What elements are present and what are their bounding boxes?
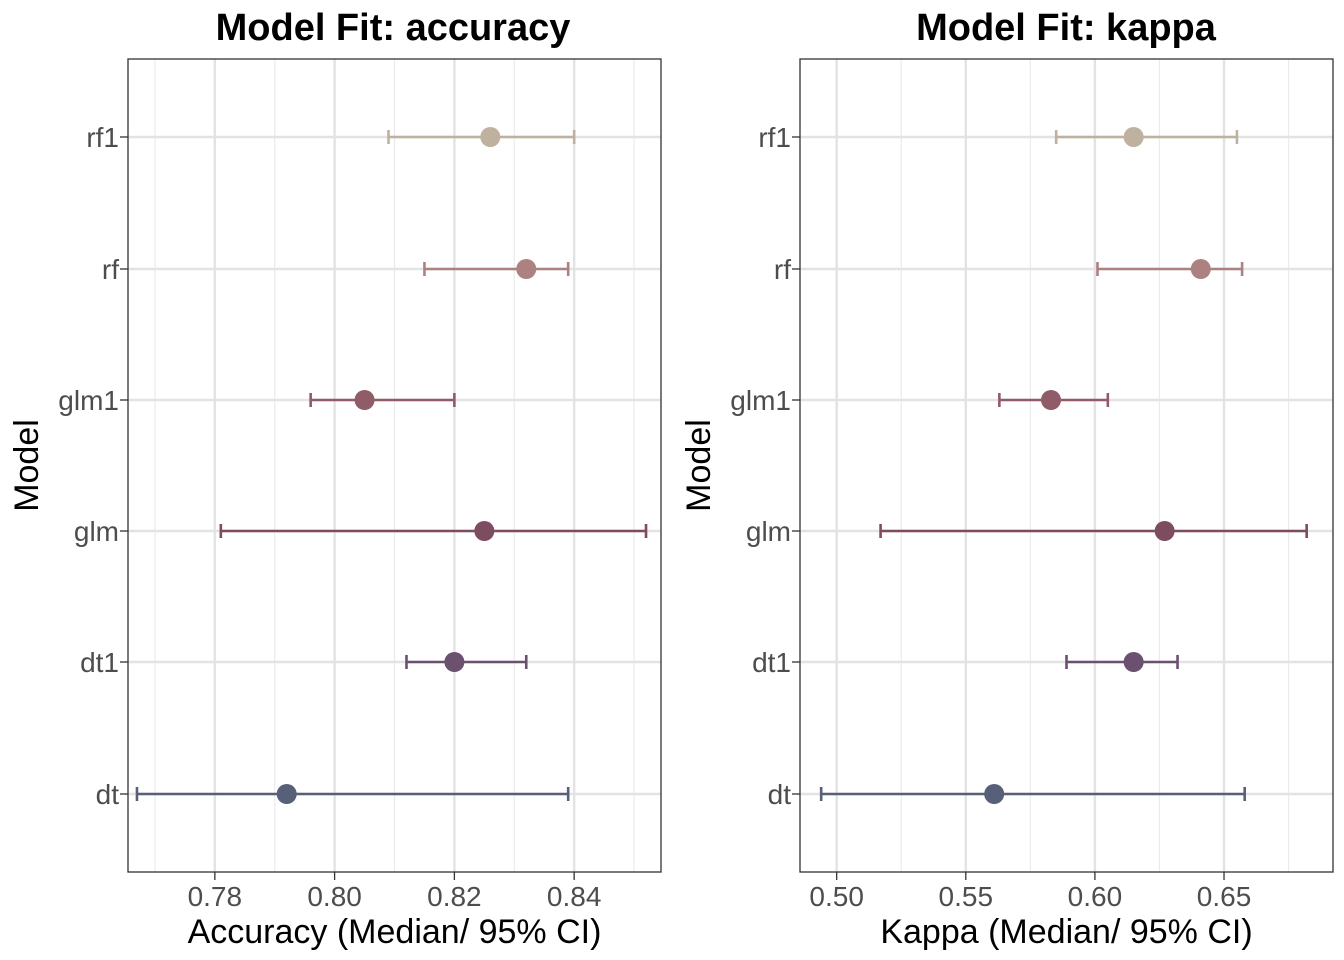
y-tick-label: rf1: [758, 122, 791, 153]
x-tick-label: 0.80: [307, 881, 362, 912]
series-dt: [135, 784, 570, 804]
chart-title: Model Fit: accuracy: [216, 7, 571, 49]
panel-border: [127, 58, 662, 873]
y-tick-label: dt1: [80, 647, 119, 678]
y-tick-label: glm: [746, 516, 791, 547]
series-dt1: [1065, 652, 1179, 672]
median-point: [1123, 652, 1144, 672]
series-glm1: [309, 390, 456, 410]
series-rf1: [1054, 127, 1239, 147]
median-point: [474, 521, 495, 541]
x-axis-label: Kappa (Median/ 95% CI): [880, 913, 1252, 951]
x-tick-label: 0.78: [188, 881, 243, 912]
median-point: [516, 259, 537, 279]
y-tick-label: rf1: [86, 122, 119, 153]
y-tick-label: rf: [102, 254, 119, 285]
series-glm: [219, 521, 648, 541]
median-point: [276, 784, 297, 804]
y-tick-label: rf: [774, 254, 791, 285]
y-tick-label: dt: [768, 779, 792, 810]
series-glm: [879, 521, 1308, 541]
y-tick-label: dt: [96, 779, 120, 810]
x-tick-label: 0.55: [939, 881, 994, 912]
median-point: [1190, 259, 1211, 279]
x-axis-label: Accuracy (Median/ 95% CI): [188, 913, 602, 951]
chart-panel-1: Model Fit: accuracy 0.78 0.80 0.82 0.84 rf1 rf…: [8, 7, 662, 951]
series-dt: [819, 784, 1246, 804]
series-rf: [423, 259, 570, 279]
y-tick-label: glm: [74, 516, 119, 547]
x-tick-label: 0.84: [547, 881, 602, 912]
median-point: [480, 127, 501, 147]
series-glm1: [998, 390, 1110, 410]
y-tick-label: dt1: [752, 647, 791, 678]
chart-title: Model Fit: kappa: [916, 7, 1217, 49]
series-rf1: [387, 127, 576, 147]
median-point: [354, 390, 375, 410]
median-point: [1123, 127, 1144, 147]
y-tick-label: glm1: [58, 385, 119, 416]
y-axis-label: Model: [8, 419, 46, 512]
median-point: [1041, 390, 1062, 410]
median-point: [1154, 521, 1175, 541]
x-tick-label: 0.65: [1197, 881, 1252, 912]
x-tick-label: 0.60: [1068, 881, 1123, 912]
median-point: [444, 652, 465, 672]
chart-panel-2: Model Fit: kappa 0.50 0.55 0.60 0.65 rf1 rf glm…: [680, 7, 1334, 951]
x-tick-label: 0.50: [809, 881, 864, 912]
series-dt1: [405, 652, 528, 672]
y-tick-label: glm1: [730, 385, 791, 416]
panel-border: [799, 58, 1334, 873]
series-rf: [1096, 259, 1244, 279]
x-tick-label: 0.82: [427, 881, 482, 912]
y-axis-label: Model: [680, 419, 718, 512]
median-point: [984, 784, 1005, 804]
